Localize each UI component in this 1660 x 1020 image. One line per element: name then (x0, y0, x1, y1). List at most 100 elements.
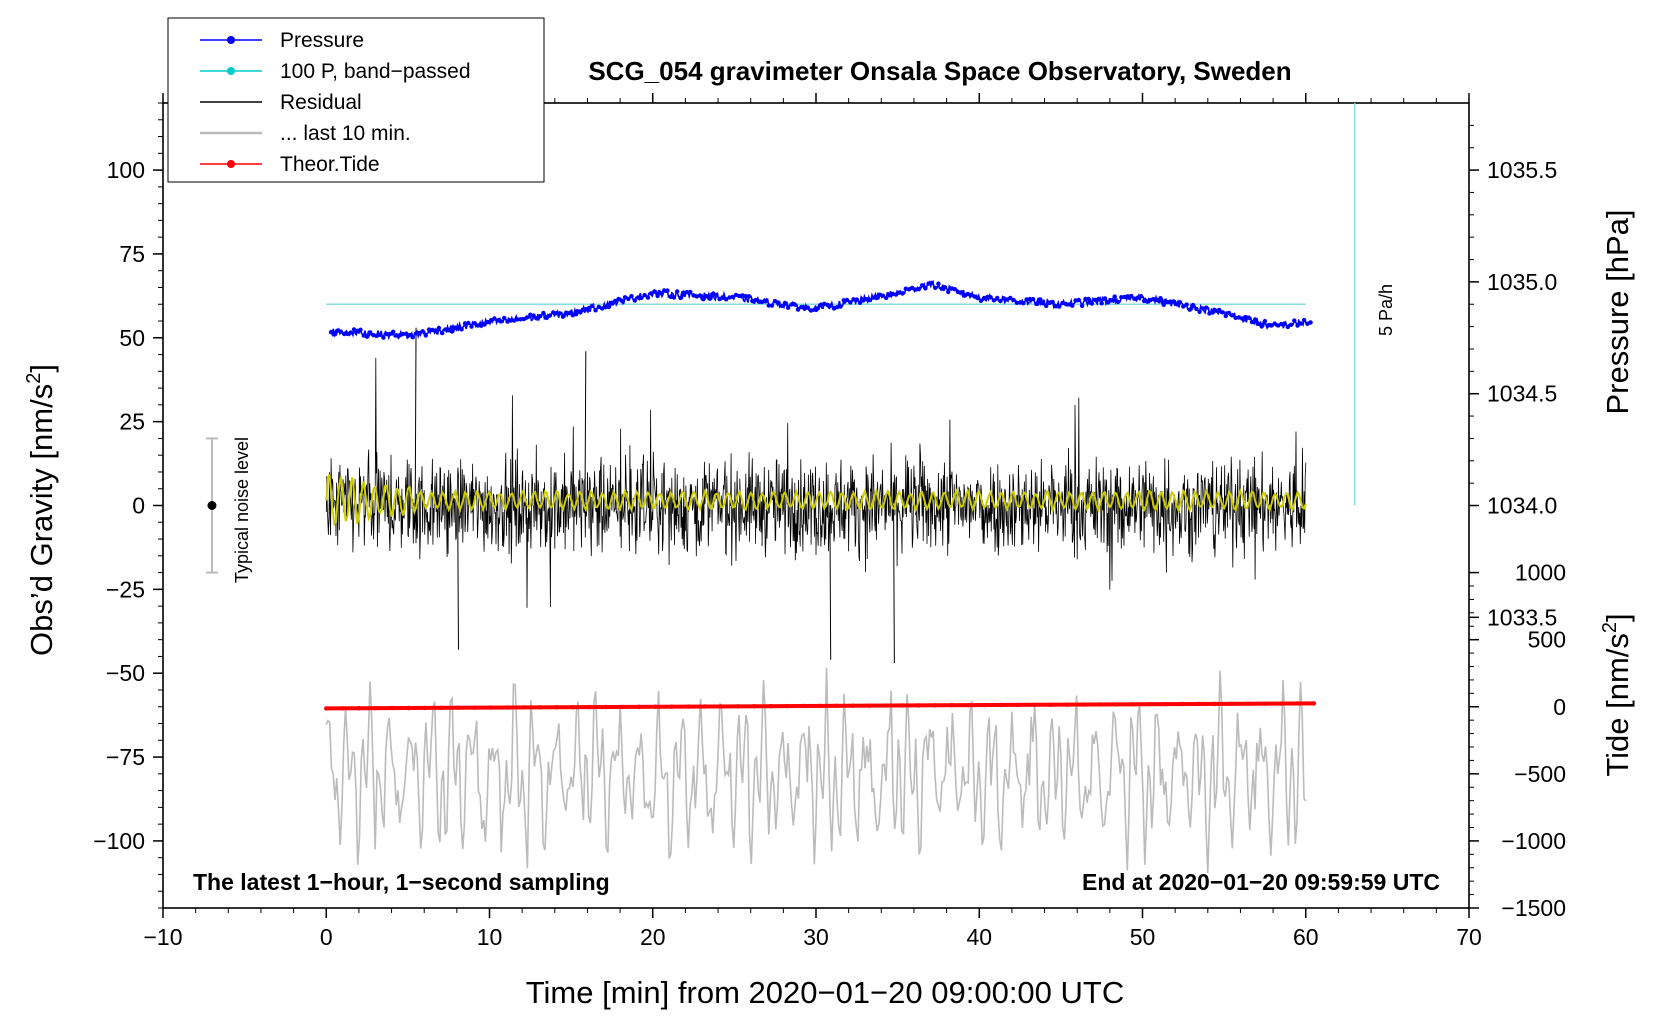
y-tick-label-left: 50 (119, 325, 145, 351)
tide-point (505, 705, 510, 710)
legend-marker (227, 36, 235, 44)
y-tick-label-left: −100 (93, 828, 145, 854)
tide-point (883, 703, 889, 708)
tide-point (570, 704, 576, 710)
series-residual-smoothed (325, 473, 1307, 527)
chart-title: SCG_054 gravimeter Onsala Space Observat… (588, 56, 1291, 86)
legend-label: ... last 10 min. (280, 122, 411, 145)
x-tick-label: 70 (1456, 924, 1482, 950)
legend-label: 100 P, band−passed (280, 60, 471, 83)
residual-peak (457, 505, 459, 650)
y-axis-label-pressure: Pressure [hPa] (1600, 209, 1635, 414)
legend-item: 100 P, band−passed (200, 60, 471, 83)
tide-tick-label: −1000 (1501, 828, 1566, 854)
y-tick-label-left: −50 (106, 660, 145, 686)
x-tick-label: 10 (477, 924, 503, 950)
y-tick-label-left: 0 (132, 493, 145, 519)
tide-point (538, 705, 543, 710)
noise-level-label: Typical noise level (232, 437, 252, 583)
legend-label: Residual (280, 91, 362, 114)
tide-point (1163, 701, 1168, 707)
tide-point (1064, 702, 1070, 707)
tide-point (373, 705, 378, 711)
tide-point (653, 704, 658, 709)
tide-point (1245, 701, 1251, 706)
y-tick-label-left: 25 (119, 409, 145, 435)
tide-point (834, 703, 839, 709)
tide-point (340, 706, 345, 711)
tide-point (488, 705, 494, 710)
y-tick-label-left: 100 (107, 157, 145, 183)
tide-point (1196, 701, 1201, 707)
y-tick-label-left: 75 (119, 241, 145, 267)
tide-point (603, 704, 609, 710)
pressure-tick-label: 1035.5 (1487, 157, 1557, 183)
tide-point (850, 703, 856, 708)
tide-point (867, 703, 872, 708)
tide-point (998, 702, 1004, 708)
tide-point (406, 705, 411, 711)
legend-item: Theor.Tide (200, 153, 380, 176)
tide-point (817, 703, 823, 709)
x-axis-label: Time [min] from 2020−01−20 09:00:00 UTC (526, 975, 1125, 1010)
y-tick-label-left: −25 (106, 576, 145, 602)
tide-point (719, 704, 724, 709)
tide-point (422, 705, 428, 711)
tide-point (554, 705, 559, 710)
tide-point (1015, 702, 1020, 708)
pressure-line (330, 279, 1312, 341)
pressure-tick-label: 1033.5 (1487, 604, 1557, 630)
note-right: End at 2020−01−20 09:59:59 UTC (1082, 869, 1440, 895)
x-tick-label: 60 (1293, 924, 1319, 950)
tide-point (389, 705, 395, 711)
tide-point (1130, 702, 1136, 707)
tide-point (784, 703, 790, 709)
tide-point (587, 704, 592, 710)
tide-point (1048, 702, 1053, 707)
tide-tick-label: −500 (1514, 761, 1566, 787)
tide-point (669, 704, 675, 709)
tide-point (702, 704, 708, 709)
tide-point (1081, 702, 1086, 707)
y-axis-label-left: Obs’d Gravity [nm/s2] (23, 364, 59, 656)
tide-point (455, 705, 461, 710)
pressure-tick-label: 1035.0 (1487, 269, 1557, 295)
y-axis-label-tide: Tide [nm/s2] (1599, 613, 1635, 776)
tide-point (982, 702, 987, 708)
tide-point (900, 703, 905, 708)
tide-tick-label: 0 (1553, 694, 1566, 720)
series-residual (325, 357, 1307, 608)
tide-point (768, 703, 773, 709)
tide-point (966, 702, 971, 708)
tide-point (1278, 701, 1284, 706)
legend: Pressure 100 P, band−passed Residual ... la… (167, 17, 545, 183)
note-left: The latest 1−hour, 1−second sampling (193, 869, 610, 895)
scale-bar-label: 5 Pa/h (1376, 284, 1396, 336)
tide-tick-label: −1500 (1501, 895, 1566, 921)
tide-point (439, 705, 444, 711)
y-tick-label-left: −75 (106, 744, 145, 770)
residual-peak (414, 327, 417, 506)
tide-point (1212, 701, 1218, 707)
x-tick-label: 20 (640, 924, 666, 950)
tide-point (324, 706, 329, 711)
tide-point (735, 704, 740, 709)
tide-tick-label: 500 (1528, 627, 1566, 653)
x-tick-label: 40 (966, 924, 992, 950)
noise-bar-center (207, 501, 217, 510)
tide-point (472, 705, 477, 710)
pressure-tick-label: 1034.0 (1487, 493, 1557, 519)
tide-point (620, 704, 625, 710)
x-tick-label: −10 (143, 924, 182, 950)
tide-point (686, 704, 691, 709)
legend-item: ... last 10 min. (200, 122, 411, 145)
series-theor-tide (324, 701, 1317, 711)
tide-point (1311, 701, 1317, 706)
residual-peak (829, 505, 832, 660)
legend-item: Pressure (200, 29, 364, 52)
residual-peak (584, 351, 587, 506)
legend-marker (227, 67, 235, 75)
tide-point (916, 703, 922, 708)
noise-level-bar (205, 437, 218, 574)
x-tick-label: 50 (1130, 924, 1156, 950)
